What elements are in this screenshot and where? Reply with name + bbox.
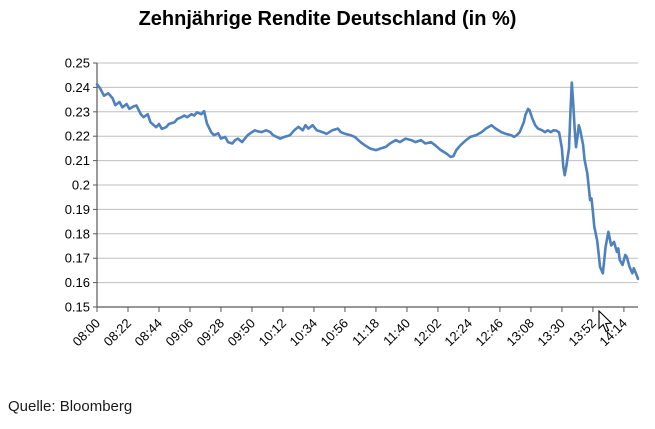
y-tick-label: 0.18 — [65, 226, 90, 241]
x-tick-label: 12:02 — [410, 316, 444, 350]
x-tick-label: 10:12 — [255, 316, 289, 350]
y-tick-label: 0.19 — [65, 202, 90, 217]
y-tick-label: 0.17 — [65, 251, 90, 266]
x-tick-label: 13:52 — [565, 316, 599, 350]
x-tick-label: 13:08 — [503, 316, 537, 350]
x-axis-labels: 08:0008:2208:4409:0609:2809:5010:1210:34… — [70, 316, 631, 350]
y-axis-labels: 0.25 0.24 0.23 0.22 0.21 0.2 0.19 0.18 0.17 0.16 0… — [65, 56, 90, 315]
y-tick-label: 0.2 — [72, 178, 90, 193]
y-tick-label: 0.16 — [65, 275, 90, 290]
gridlines — [93, 62, 638, 308]
y-tick-label: 0.24 — [65, 80, 90, 95]
x-tick-label: 12:46 — [472, 316, 506, 350]
x-tick-label: 09:28 — [193, 316, 227, 350]
x-tick-label: 10:56 — [317, 316, 351, 350]
y-tick-label: 0.25 — [65, 56, 90, 71]
x-tick-label: 08:44 — [131, 316, 165, 350]
x-tick-label: 11:40 — [380, 316, 413, 349]
y-tick-label: 0.23 — [65, 104, 90, 119]
y-tick-label: 0.21 — [65, 153, 90, 168]
x-tick-label: 08:22 — [100, 316, 134, 350]
x-tick-label: 12:24 — [441, 316, 475, 350]
x-tick-label: 10:34 — [286, 316, 320, 350]
series-line — [95, 81, 640, 281]
x-tick-label: 11:18 — [349, 316, 382, 349]
source-note: Quelle: Bloomberg — [8, 398, 133, 415]
chart-title: Zehnjährige Rendite Deutschland (in %) — [138, 8, 517, 30]
x-tick-label: 14:14 — [596, 316, 630, 350]
y-tick-label: 0.22 — [65, 129, 90, 144]
x-tick-label: 08:00 — [70, 316, 104, 350]
x-tick-label: 09:06 — [162, 316, 196, 350]
x-tick-label: 13:30 — [534, 316, 568, 350]
y-tick-label: 0.15 — [65, 300, 90, 315]
x-tick-label: 09:50 — [224, 316, 258, 350]
x-axis-ticks — [96, 307, 625, 312]
